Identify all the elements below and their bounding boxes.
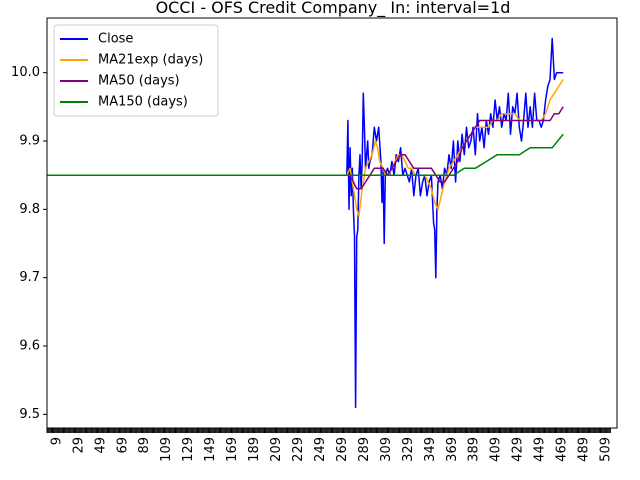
legend: Close MA21exp (days) MA50 (days) MA150 (day… <box>53 24 219 117</box>
x-tick-label: 169 <box>225 437 240 462</box>
x-tick-label: 269 <box>335 437 350 462</box>
y-tick-label: 9.8 <box>19 202 40 217</box>
x-tick-label: 469 <box>555 437 570 462</box>
series-line-3 <box>47 133 564 176</box>
legend-label: Close <box>98 32 133 47</box>
legend-label: MA150 (days) <box>98 95 188 110</box>
y-tick-label: 9.5 <box>19 407 40 422</box>
y-tick-label: 9.6 <box>19 339 40 354</box>
legend-label: MA21exp (days) <box>98 53 203 68</box>
plot-area <box>47 37 564 409</box>
x-tick-label: 69 <box>115 437 130 454</box>
x-tick-label: 189 <box>247 437 262 462</box>
series-line-2 <box>47 106 564 190</box>
x-tick-label: 9 <box>49 437 64 445</box>
x-tick-label: 489 <box>577 437 592 462</box>
x-tick-label: 149 <box>203 437 218 462</box>
x-tick-label: 249 <box>313 437 328 462</box>
x-tick-label: 109 <box>159 437 174 462</box>
axes: 9 29 49 69 89 109 129 149 169 189 209 229 249 269 289 3… <box>11 65 613 462</box>
x-tick-label: 509 <box>599 437 614 462</box>
chart-title: OCCI - OFS Credit Company_ In: interval=… <box>156 0 511 18</box>
legend-frame <box>53 24 219 117</box>
x-tick-label: 229 <box>291 437 306 462</box>
y-tick-label: 10.0 <box>11 65 40 80</box>
x-tick-label: 289 <box>357 437 372 462</box>
x-tick-label: 389 <box>467 437 482 462</box>
x-tick-label: 29 <box>71 437 86 454</box>
y-tick-label: 9.9 <box>19 134 40 149</box>
x-tick-label: 329 <box>401 437 416 462</box>
x-tick-label: 309 <box>379 437 394 462</box>
y-tick-label: 9.7 <box>19 270 40 285</box>
x-tick-label: 409 <box>489 437 504 462</box>
legend-label: MA50 (days) <box>98 74 180 89</box>
x-tick-label: 129 <box>181 437 196 462</box>
plot-frame <box>46 17 618 429</box>
x-tick-label: 449 <box>533 437 548 462</box>
series-line-0 <box>47 37 564 409</box>
x-tick-label: 349 <box>423 437 438 462</box>
x-tick-label: 49 <box>93 437 108 454</box>
x-tick-label: 89 <box>137 437 152 454</box>
x-tick-label: 369 <box>445 437 460 462</box>
x-tick-label: 209 <box>269 437 284 462</box>
x-tick-label: 429 <box>511 437 526 462</box>
